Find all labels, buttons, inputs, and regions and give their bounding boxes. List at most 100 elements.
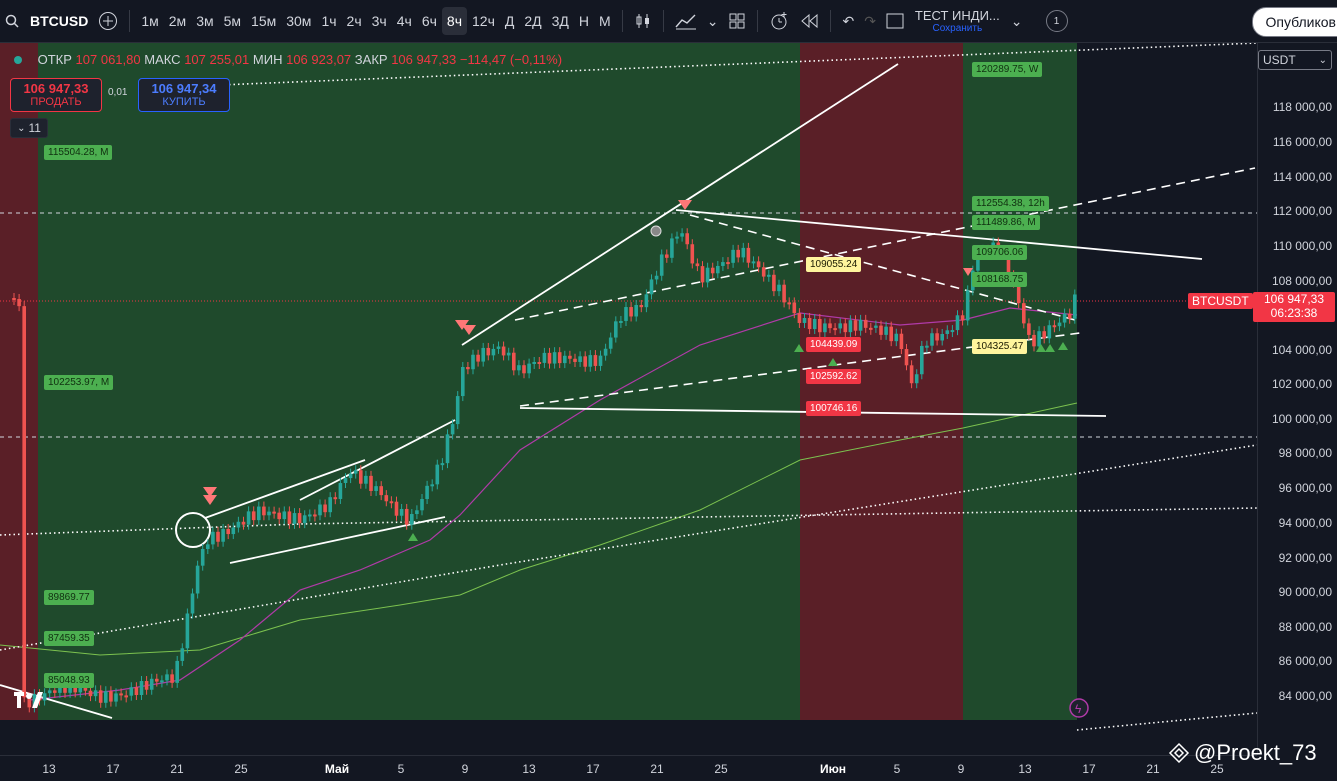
publish-button[interactable]: Опубликов [1252, 7, 1337, 37]
symbol-search-icon[interactable] [0, 7, 24, 35]
interval-6[interactable]: 1ч [321, 13, 337, 29]
candle-body [823, 323, 827, 333]
layout-name[interactable]: ТЕСТ ИНДИ... Сохранить [915, 9, 1000, 34]
candle-body [221, 528, 225, 542]
level-label: 104325.47 [972, 339, 1028, 354]
buy-label: КУПИТЬ [162, 96, 206, 108]
candle-body [17, 298, 21, 307]
candle-body [466, 367, 470, 370]
level-label: 115504.28, M [44, 145, 113, 160]
candle-body [772, 274, 776, 292]
level-label: 102592.62 [806, 369, 862, 384]
currency-select[interactable]: USDT ⌄ [1258, 50, 1332, 70]
candle-body [78, 687, 83, 693]
candle-body [670, 238, 674, 258]
chevron-down-icon[interactable]: ⌄ [1010, 12, 1023, 29]
time-tick: Май [324, 762, 350, 776]
buy-button[interactable]: 106 947,34 КУПИТЬ [138, 78, 230, 112]
time-tick: 25 [714, 762, 728, 776]
candle-body [930, 333, 934, 346]
time-tick: 9 [461, 762, 469, 776]
interval-15[interactable]: 3Д [551, 13, 569, 29]
alert-clock-icon[interactable] [764, 7, 794, 35]
candle-body [512, 352, 516, 371]
time-tick: 25 [234, 762, 248, 776]
interval-2[interactable]: 3м [196, 13, 214, 29]
interval-9[interactable]: 4ч [396, 13, 412, 29]
interval-10[interactable]: 6ч [421, 13, 437, 29]
price-axis[interactable]: 118 000,00 116 000,00 114 000,00 112 000,00… [1257, 43, 1337, 755]
redo-icon[interactable]: ↷ [864, 12, 876, 29]
candles-chart-type-icon[interactable] [629, 7, 657, 35]
symbol-name[interactable]: BTCUSD [30, 13, 89, 29]
trend-line [461, 63, 899, 346]
candle-body [501, 346, 506, 356]
candle-body [155, 678, 159, 682]
candle-body [598, 355, 603, 366]
interval-0[interactable]: 1м [141, 13, 159, 29]
trend-line [299, 419, 456, 501]
level-label: 102253.97, M [44, 375, 114, 390]
candle-body [639, 305, 644, 308]
flash-alert-icon[interactable] [1069, 698, 1089, 718]
candle-body [583, 356, 587, 367]
interval-13[interactable]: Д [504, 13, 515, 29]
interval-8[interactable]: 3ч [371, 13, 387, 29]
time-tick: 17 [106, 762, 120, 776]
chevron-down-icon[interactable]: ⌄ [706, 12, 719, 29]
replay-icon[interactable] [794, 7, 824, 35]
price-tick: 112 000,00 [1272, 204, 1332, 218]
layout-save-status[interactable]: Сохранить [932, 22, 983, 34]
time-tick: 21 [650, 762, 664, 776]
interval-7[interactable]: 2ч [346, 13, 362, 29]
candles-group [12, 228, 1077, 713]
low-label: МИН [252, 52, 283, 67]
trend-line [0, 684, 113, 719]
price-tick: 104 000,00 [1271, 343, 1332, 357]
candle-body [843, 323, 848, 333]
chart-pane[interactable]: ϟ [0, 43, 1257, 755]
price-chart[interactable]: ϟ [0, 43, 1257, 755]
candle-body [603, 348, 608, 356]
layout-square-icon[interactable] [881, 7, 909, 35]
undo-icon[interactable]: ↶ [842, 12, 855, 29]
interval-12[interactable]: 12ч [472, 13, 495, 29]
templates-grid-icon[interactable] [723, 7, 751, 35]
candle-body [726, 262, 730, 265]
candle-body [527, 363, 531, 374]
interval-14[interactable]: 2Д [524, 13, 542, 29]
interval-5[interactable]: 30м [286, 13, 312, 29]
candle-body [593, 355, 598, 366]
candle-body [22, 306, 26, 698]
candle-body [690, 244, 695, 264]
interval-11[interactable]: 8ч [441, 7, 467, 35]
event-clock-icon[interactable] [650, 225, 662, 237]
interval-17[interactable]: М [599, 13, 611, 29]
sell-button[interactable]: 106 947,33 ПРОДАТЬ [10, 78, 102, 112]
interval-4[interactable]: 15м [251, 13, 277, 29]
open-value: 107 061,80 [75, 52, 141, 67]
interval-1[interactable]: 2м [168, 13, 187, 29]
interval-3[interactable]: 5м [223, 13, 242, 29]
compare-add-icon[interactable] [93, 7, 123, 35]
trend-line [204, 459, 366, 519]
candle-body [879, 325, 883, 335]
watermark-text: @Proekt_73 [1194, 740, 1317, 765]
layout-count-badge[interactable]: 1 [1045, 10, 1068, 32]
candle-body [267, 511, 271, 516]
candle-body [976, 250, 980, 271]
time-tick: 21 [1146, 762, 1160, 776]
candle-body [394, 501, 399, 516]
candle-body [578, 356, 582, 362]
candle-body [547, 352, 552, 364]
candle-body [374, 486, 378, 491]
candle-body [787, 302, 791, 305]
candle-body [277, 512, 281, 520]
indicators-toggle[interactable]: ⌄ 11 [10, 118, 48, 138]
interval-16[interactable]: Н [578, 13, 590, 29]
candle-body [32, 694, 37, 708]
candle-body [695, 263, 700, 267]
indicators-icon[interactable] [670, 7, 702, 35]
time-axis[interactable]: 13 17 21 25 Май 5 9 13 17 21 25 Июн 5 9 13 17 21 25 [0, 755, 1257, 781]
ohlc-legend: ОТКР 107 061,80 МАКС 107 255,01 МИН 106 … [14, 52, 562, 67]
